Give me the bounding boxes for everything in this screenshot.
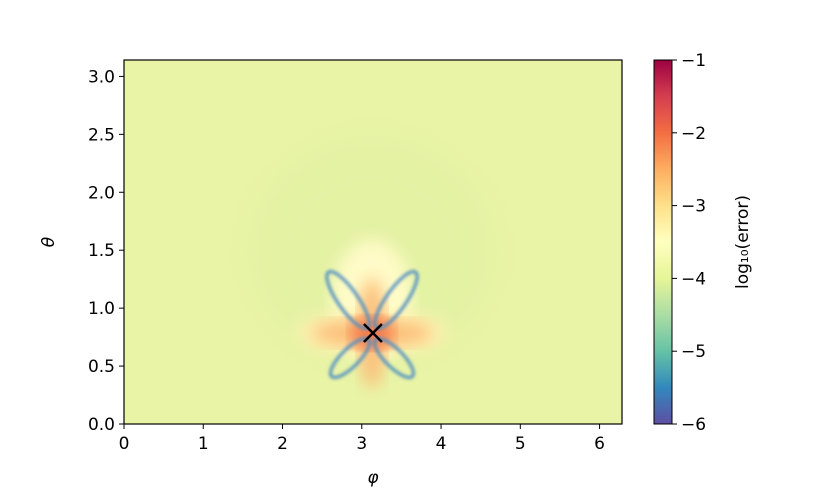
x-tick-label: 6 [594,434,605,454]
x-tick-label: 3 [356,434,367,454]
colorbar-tick-label: −1 [681,51,706,71]
x-tick-label: 1 [198,434,209,454]
marker [362,323,383,343]
colorbar [653,59,673,425]
y-axis-label: θ [39,236,59,247]
y-tick-label: 1.5 [88,241,115,261]
x-tick-label: 0 [119,434,130,454]
colorbar-tick-label: −4 [681,269,706,289]
colorbar-tick-label: −2 [681,124,706,144]
x-tick-label: 4 [436,434,447,454]
y-tick-label: 0.5 [88,357,115,377]
colorbar-tick-label: −3 [681,197,706,217]
heatmap [124,60,622,424]
y-tick-label: 3.0 [88,67,115,87]
colorbar-tick-label: −6 [681,415,706,435]
plot-frame [123,59,623,425]
y-tick-label: 2.5 [88,125,115,145]
y-tick-label: 1.0 [88,299,115,319]
x-tick-label: 2 [277,434,288,454]
colorbar-tick-label: −5 [681,342,706,362]
colorbar-label: log₁₀(error) [733,195,753,289]
x-axis-label: φ [367,468,379,488]
x-tick-label: 5 [515,434,526,454]
y-tick-label: 0.0 [88,415,115,435]
y-tick-label: 2.0 [88,183,115,203]
